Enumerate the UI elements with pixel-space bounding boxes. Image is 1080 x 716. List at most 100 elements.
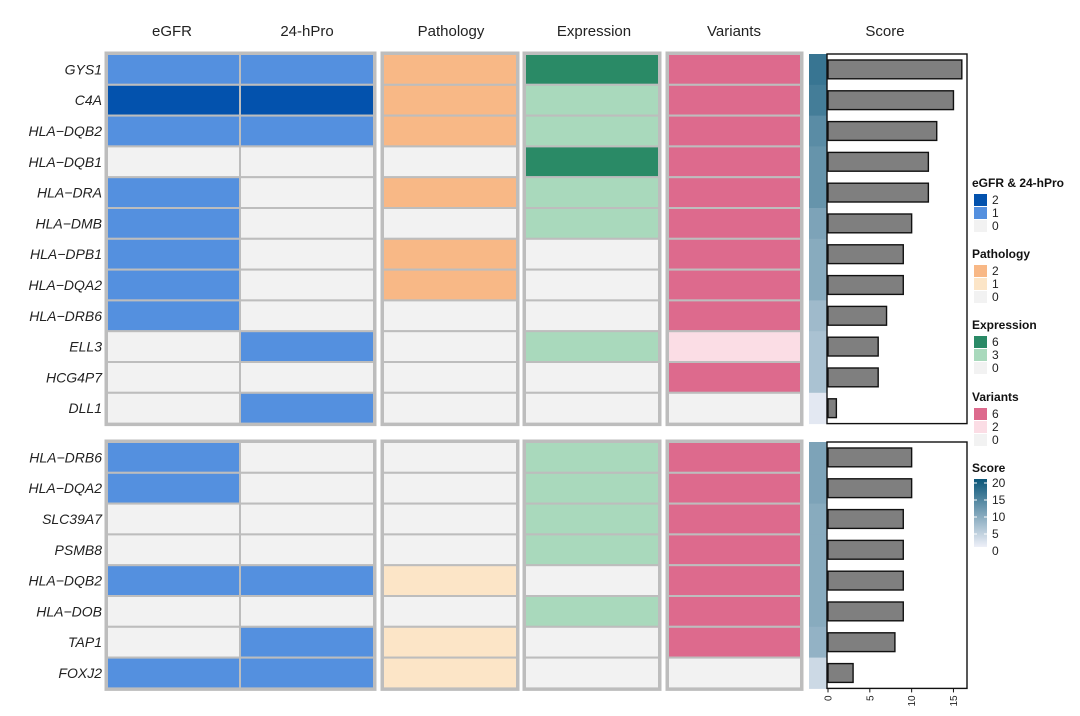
legend-label: 1 xyxy=(992,206,999,220)
cell-egfr-0-7 xyxy=(106,268,241,302)
cell-egfr-0-6 xyxy=(106,237,241,271)
legend: eGFR & 24-hPro210Pathology210Expression6… xyxy=(972,176,1064,558)
cell-expression-0-8 xyxy=(524,299,660,333)
cell-egfr-0-0 xyxy=(106,53,241,86)
cell-variants-0-0 xyxy=(667,53,802,86)
cell-expression-1-7 xyxy=(524,656,660,690)
row-labels: GYS1 C4A HLA−DQB2 HLA−DQB1 HLA−DRA HLA−DMB HLA… xyxy=(28,61,103,681)
score-bar-1-6 xyxy=(827,632,896,653)
legend-swatch-pathology-0 xyxy=(974,291,987,303)
score-bar-1-3 xyxy=(827,539,904,560)
score-bar-0-3 xyxy=(827,151,930,172)
row-label: HLA−DRA xyxy=(37,185,102,201)
cell-egfr-0-2 xyxy=(106,114,241,148)
legend-label: 0 xyxy=(992,433,999,447)
row-label: GYS1 xyxy=(65,61,102,77)
cell-pro-1-4 xyxy=(239,564,375,598)
cell-pro-0-6 xyxy=(239,237,375,271)
cell-variants-0-4 xyxy=(667,176,802,209)
cell-expression-1-6 xyxy=(524,625,660,659)
score-strip-0-0 xyxy=(809,54,827,86)
cell-pro-0-9 xyxy=(239,330,375,364)
block-border-expression-0 xyxy=(522,51,662,427)
legend-swatch-expression-6 xyxy=(974,336,987,348)
cell-egfr-1-7 xyxy=(106,656,241,690)
cell-egfr-1-4 xyxy=(106,564,241,598)
cell-variants-1-0 xyxy=(667,441,802,474)
cell-pathology-0-5 xyxy=(382,207,518,240)
score-bar-0-0 xyxy=(827,59,963,80)
block-border-variants-0 xyxy=(665,51,804,427)
score-bar-0-1 xyxy=(827,90,955,111)
legend-label: 0 xyxy=(992,290,999,304)
cell-pro-0-3 xyxy=(239,145,375,179)
cell-pro-0-2 xyxy=(239,114,375,148)
cell-variants-0-5 xyxy=(667,207,802,240)
cell-variants-0-1 xyxy=(667,83,802,117)
cell-expression-0-3 xyxy=(524,145,660,179)
column-title-score: Score xyxy=(865,23,904,40)
row-label: FOXJ2 xyxy=(58,665,102,681)
row-label: HLA−DQA2 xyxy=(28,480,102,496)
cell-pro-0-8 xyxy=(239,299,375,333)
score-tick-label: 0 xyxy=(824,695,835,701)
cell-expression-0-11 xyxy=(524,391,660,425)
row-label: DLL1 xyxy=(69,400,102,416)
cell-expression-0-7 xyxy=(524,268,660,302)
score-bar-0-7 xyxy=(827,274,904,296)
legend-label: 0 xyxy=(992,544,999,558)
cell-egfr-0-8 xyxy=(106,299,241,333)
legend-score-gradient xyxy=(974,479,987,547)
legend-title-pathology: Pathology xyxy=(972,247,1030,261)
cell-egfr-0-5 xyxy=(106,207,241,240)
cell-pro-1-3 xyxy=(239,533,375,567)
score-strip-1-3 xyxy=(809,534,827,566)
score-strip-0-1 xyxy=(809,84,827,117)
cell-pathology-0-3 xyxy=(382,145,518,179)
cell-expression-0-0 xyxy=(524,53,660,86)
cell-egfr-1-1 xyxy=(106,471,241,505)
cell-expression-0-1 xyxy=(524,83,660,117)
row-label: HLA−DRB6 xyxy=(29,449,102,465)
cell-egfr-1-0 xyxy=(106,441,241,474)
cell-variants-0-3 xyxy=(667,145,802,179)
row-label: HLA−DRB6 xyxy=(29,308,102,324)
column-titles: eGFR 24-hPro Pathology Expression Varian… xyxy=(152,23,905,40)
score-strip-0-3 xyxy=(809,146,827,178)
score-bars: 0 5 10 15 xyxy=(824,53,968,707)
legend-swatch-variants-0 xyxy=(974,434,987,446)
cell-pathology-1-1 xyxy=(382,471,518,505)
cell-pro-0-0 xyxy=(239,53,375,86)
legend-title-egfr_pro: eGFR & 24-hPro xyxy=(972,176,1064,190)
cell-pro-0-7 xyxy=(239,268,375,302)
cell-variants-1-4 xyxy=(667,564,802,598)
score-bar-0-6 xyxy=(827,244,904,265)
cell-pathology-0-6 xyxy=(382,237,518,271)
cell-pathology-0-10 xyxy=(382,361,518,394)
cell-pathology-1-6 xyxy=(382,625,518,659)
block-border-variants-1 xyxy=(665,439,804,691)
cell-expression-0-9 xyxy=(524,330,660,364)
score-bar-0-8 xyxy=(827,305,888,326)
cell-variants-0-10 xyxy=(667,361,802,394)
legend-label: 15 xyxy=(992,493,1006,507)
score-strip-0-2 xyxy=(809,115,827,147)
score-bar-0-4 xyxy=(827,182,930,203)
cell-pathology-0-11 xyxy=(382,391,518,425)
score-strip-1-4 xyxy=(809,565,827,597)
cell-variants-0-2 xyxy=(667,114,802,148)
cell-expression-0-6 xyxy=(524,237,660,271)
cell-pathology-1-5 xyxy=(382,595,518,628)
cell-expression-0-10 xyxy=(524,361,660,394)
cell-pro-1-2 xyxy=(239,502,375,536)
row-label: TAP1 xyxy=(68,634,102,650)
cell-expression-1-2 xyxy=(524,502,660,536)
cell-pathology-0-7 xyxy=(382,268,518,302)
cell-pathology-1-4 xyxy=(382,564,518,598)
legend-swatch-pathology-1 xyxy=(974,278,987,290)
score-bar-1-5 xyxy=(827,601,904,622)
score-panel-frame-0 xyxy=(826,53,968,425)
row-label: HLA−DQB2 xyxy=(28,573,102,589)
cell-expression-1-3 xyxy=(524,533,660,567)
cell-pro-1-5 xyxy=(239,595,375,628)
